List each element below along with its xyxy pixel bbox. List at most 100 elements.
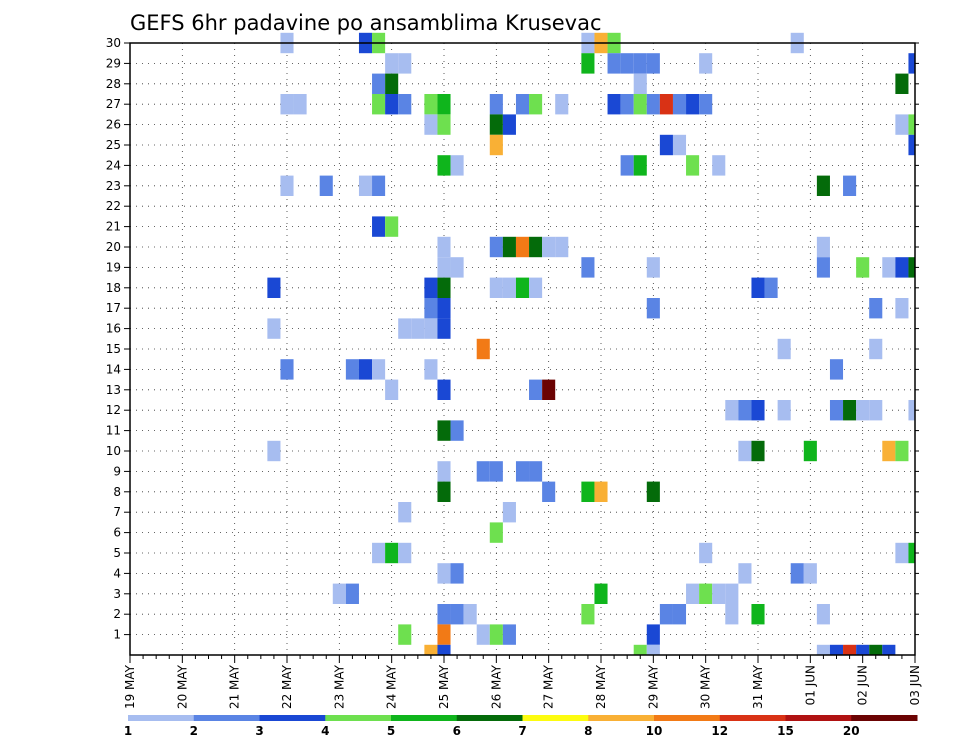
heatmap-cell [686, 583, 700, 604]
y-tick-label: 3 [113, 587, 121, 601]
legend-label: 8 [584, 724, 592, 738]
y-tick-label: 11 [106, 424, 121, 438]
heatmap-cell [555, 236, 569, 258]
heatmap-cell [437, 420, 451, 441]
heatmap-cell [777, 338, 791, 360]
heatmap-cell [489, 94, 503, 115]
heatmap-cell [895, 114, 909, 135]
heatmap-cell [895, 542, 909, 564]
heatmap-cell [450, 563, 464, 584]
heatmap-cell [895, 298, 909, 319]
legend-swatch [456, 715, 523, 721]
heatmap-cell [515, 461, 530, 482]
x-tick-label: 02 JUN [856, 665, 870, 705]
heatmap-cell [725, 604, 739, 625]
heatmap-cell [869, 338, 883, 360]
heatmap-cell [895, 440, 909, 462]
x-axis: 19 MAY 20 MAY 21 MAY 22 MAY 23 MAY 24 MAY 25 M… [123, 655, 922, 709]
heatmap-cell [659, 94, 673, 115]
heatmap-cell [751, 440, 765, 462]
heatmap-cell [437, 644, 451, 655]
y-tick-label: 10 [106, 444, 121, 458]
x-tick-label: 30 MAY [699, 664, 713, 709]
heatmap-cell [372, 216, 386, 237]
legend-label: 7 [518, 724, 526, 738]
heatmap-cell [581, 481, 595, 502]
legend-label: 12 [711, 724, 728, 738]
legend-label: 5 [387, 724, 395, 738]
y-tick-label: 27 [106, 97, 121, 111]
x-tick-label: 23 MAY [332, 664, 346, 709]
heatmap-cell [437, 114, 451, 135]
y-tick-label: 5 [113, 546, 121, 560]
heatmap-cell [476, 461, 490, 482]
legend-label: 20 [843, 724, 860, 738]
heatmap-cell [502, 502, 516, 523]
heatmap-cell [515, 277, 530, 298]
heatmap-cell [267, 318, 281, 339]
heatmap-cell [529, 461, 543, 482]
x-tick-label: 31 MAY [751, 664, 765, 709]
heatmap-cell [542, 481, 556, 502]
y-tick-label: 18 [106, 281, 121, 295]
heatmap-cell [751, 604, 765, 625]
heatmap-cell [895, 257, 909, 278]
heatmap-cell [280, 175, 294, 196]
heatmap-cell [672, 604, 687, 625]
y-tick-label: 2 [113, 607, 121, 621]
heatmap-cell [424, 298, 438, 319]
legend-label: 2 [190, 724, 198, 738]
heatmap-cell [699, 53, 713, 74]
heatmap-cell [882, 257, 896, 278]
heatmap-cell [450, 155, 464, 176]
heatmap-cell [437, 257, 451, 278]
legend-label: 15 [777, 724, 794, 738]
heatmap-cell [869, 644, 883, 655]
heatmap-cell [424, 277, 438, 298]
heatmap-cell [437, 379, 451, 400]
heatmap-cell [646, 644, 660, 655]
heatmap-cell [489, 277, 503, 298]
heatmap-cell [385, 94, 399, 115]
heatmap-cell [555, 94, 569, 115]
heatmap-cell [437, 481, 451, 502]
heatmap-cell [398, 318, 412, 339]
y-tick-label: 25 [106, 138, 121, 152]
heatmap-cell [385, 216, 399, 237]
heatmap-cell [489, 114, 503, 135]
heatmap-cell [699, 542, 713, 564]
heatmap-cell [908, 542, 915, 564]
heatmap-cell [751, 400, 765, 421]
y-tick-label: 8 [113, 485, 121, 499]
heatmap-cell [280, 94, 294, 115]
legend-swatch [522, 715, 589, 721]
heatmap-cell [542, 236, 556, 258]
heatmap-cell [489, 522, 503, 543]
heatmap-cell [502, 624, 516, 645]
heatmap-cell [816, 236, 830, 258]
y-tick-label: 28 [106, 77, 121, 91]
y-tick-label: 4 [113, 566, 121, 580]
heatmap-cell [437, 277, 451, 298]
legend-label: 4 [321, 724, 329, 738]
heatmap-cell [424, 644, 438, 655]
heatmap-cell [633, 73, 647, 94]
y-tick-label: 26 [106, 118, 121, 132]
heatmap-cell [385, 53, 399, 74]
legend-label: 6 [453, 724, 461, 738]
x-tick-label: 01 JUN [803, 665, 817, 705]
heatmap-cell [267, 440, 281, 462]
heatmap-cell [633, 94, 647, 115]
grid-lines [130, 43, 915, 655]
legend-label: 3 [255, 724, 263, 738]
y-tick-label: 20 [106, 240, 121, 254]
legend-label: 10 [646, 724, 663, 738]
x-tick-label: 22 MAY [280, 664, 294, 709]
heatmap-cell [542, 379, 556, 400]
heatmap-cell [358, 175, 373, 196]
heatmap-cell [437, 94, 451, 115]
heatmap-cell [816, 644, 830, 655]
heatmap-cell [607, 94, 621, 115]
heatmap-cell [372, 94, 386, 115]
x-tick-label: 28 MAY [594, 664, 608, 709]
